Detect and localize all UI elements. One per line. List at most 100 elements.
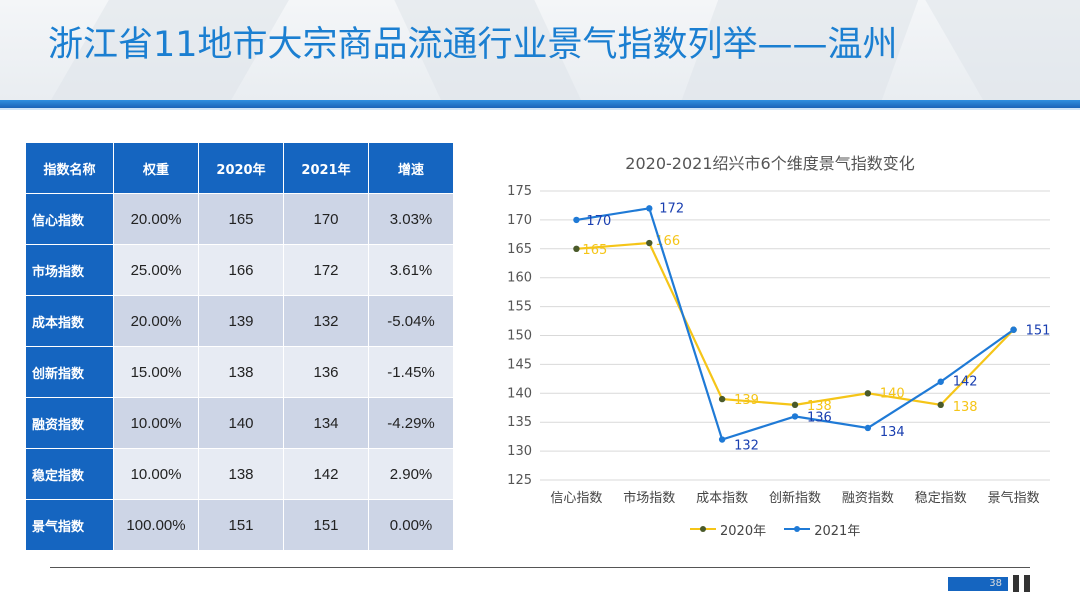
value-2021-cell: 170: [284, 194, 368, 244]
data-point: [573, 245, 580, 252]
page-title: 浙江省11地市大宗商品流通行业景气指数列举——温州: [48, 25, 898, 65]
table-row: 稳定指数 10.00% 138 142 2.90%: [26, 449, 453, 499]
table-row: 成本指数 20.00% 139 132 -5.04%: [26, 296, 453, 346]
chart-legend: 2020年 2021年: [690, 519, 874, 539]
growth-cell: 2.90%: [369, 449, 453, 499]
column-header: 2020年: [199, 143, 283, 193]
column-header: 权重: [114, 143, 198, 193]
header-banner: 浙江省11地市大宗商品流通行业景气指数列举——温州: [0, 0, 1080, 100]
x-tick-label: 创新指数: [769, 490, 821, 506]
legend-swatch-2020: [690, 526, 716, 532]
y-tick-label: 145: [507, 357, 532, 372]
footer-bar-decoration: [1013, 575, 1019, 592]
weight-cell: 15.00%: [114, 347, 198, 397]
data-label: 172: [659, 201, 684, 216]
growth-cell: 3.03%: [369, 194, 453, 244]
x-tick-label: 稳定指数: [915, 490, 967, 506]
legend-item-2021: 2021年: [784, 520, 860, 539]
weight-cell: 20.00%: [114, 296, 198, 346]
value-2020-cell: 165: [199, 194, 283, 244]
data-label: 138: [953, 400, 978, 415]
value-2021-cell: 132: [284, 296, 368, 346]
value-2021-cell: 151: [284, 500, 368, 550]
column-header: 指数名称: [26, 143, 113, 193]
y-tick-label: 160: [507, 271, 532, 286]
weight-cell: 25.00%: [114, 245, 198, 295]
y-tick-label: 135: [507, 415, 532, 430]
y-tick-label: 125: [507, 473, 532, 488]
data-label: 170: [586, 214, 611, 229]
data-point: [718, 436, 726, 443]
table-row: 市场指数 25.00% 166 172 3.61%: [26, 245, 453, 295]
x-tick-label: 市场指数: [623, 490, 675, 506]
y-tick-label: 150: [507, 329, 532, 344]
x-tick-label: 景气指数: [988, 490, 1040, 506]
value-2020-cell: 138: [199, 449, 283, 499]
table-row: 融资指数 10.00% 140 134 -4.29%: [26, 398, 453, 448]
data-point: [864, 390, 872, 397]
index-table: 指数名称 权重 2020年 2021年 增速 信心指数 20.00% 165 1…: [25, 142, 454, 551]
value-2020-cell: 138: [199, 347, 283, 397]
weight-cell: 10.00%: [114, 398, 198, 448]
value-2020-cell: 139: [199, 296, 283, 346]
row-label: 稳定指数: [26, 449, 113, 499]
data-point: [937, 401, 944, 409]
y-tick-label: 155: [507, 300, 532, 315]
value-2020-cell: 140: [199, 398, 283, 448]
table-header-row: 指数名称 权重 2020年 2021年 增速: [26, 143, 453, 193]
growth-cell: 3.61%: [369, 245, 453, 295]
data-point: [864, 424, 872, 432]
chart-title: 2020-2021绍兴市6个维度景气指数变化: [625, 154, 915, 173]
y-tick-label: 175: [507, 184, 532, 199]
data-point: [646, 239, 653, 247]
weight-cell: 100.00%: [114, 500, 198, 550]
footer-divider: [50, 567, 1030, 568]
row-label: 融资指数: [26, 398, 113, 448]
growth-cell: -1.45%: [369, 347, 453, 397]
y-tick-label: 165: [507, 242, 532, 257]
y-tick-label: 130: [507, 444, 532, 459]
title-underline: [0, 100, 1080, 108]
data-label: 165: [582, 243, 607, 258]
data-label: 142: [953, 375, 978, 390]
legend-label-2020: 2020年: [720, 523, 767, 539]
legend-item-2020: 2020年: [690, 520, 766, 539]
title-underline-light: [0, 108, 1080, 110]
data-point: [937, 378, 944, 385]
page-number: 38: [948, 577, 1008, 591]
table-row: 景气指数 100.00% 151 151 0.00%: [26, 500, 453, 550]
row-label: 市场指数: [26, 245, 113, 295]
data-label: 140: [880, 386, 905, 401]
column-header: 增速: [369, 143, 453, 193]
table-row: 创新指数 15.00% 138 136 -1.45%: [26, 347, 453, 397]
row-label: 信心指数: [26, 194, 113, 244]
x-tick-label: 融资指数: [842, 491, 894, 506]
value-2021-cell: 172: [284, 245, 368, 295]
data-point: [646, 205, 653, 212]
y-tick-label: 170: [507, 213, 532, 228]
series-line-2020年: [576, 241, 1015, 407]
x-tick-label: 成本指数: [696, 491, 748, 506]
data-point: [573, 216, 580, 224]
data-label: 132: [734, 439, 759, 454]
row-label: 成本指数: [26, 296, 113, 346]
table-row: 信心指数 20.00% 165 170 3.03%: [26, 194, 453, 244]
data-label: 134: [880, 425, 905, 440]
legend-swatch-2021: [784, 526, 811, 532]
column-header: 2021年: [284, 143, 368, 193]
value-2020-cell: 166: [199, 245, 283, 295]
value-2021-cell: 142: [284, 449, 368, 499]
y-tick-label: 140: [507, 386, 532, 401]
growth-cell: -4.29%: [369, 398, 453, 448]
weight-cell: 10.00%: [114, 449, 198, 499]
data-point: [791, 401, 799, 409]
row-label: 景气指数: [26, 500, 113, 550]
value-2021-cell: 136: [284, 347, 368, 397]
x-tick-label: 信心指数: [550, 491, 602, 506]
data-point: [718, 395, 726, 403]
data-point: [791, 413, 799, 420]
data-label: 138: [807, 399, 832, 414]
value-2020-cell: 151: [199, 500, 283, 550]
data-label: 139: [734, 393, 759, 408]
